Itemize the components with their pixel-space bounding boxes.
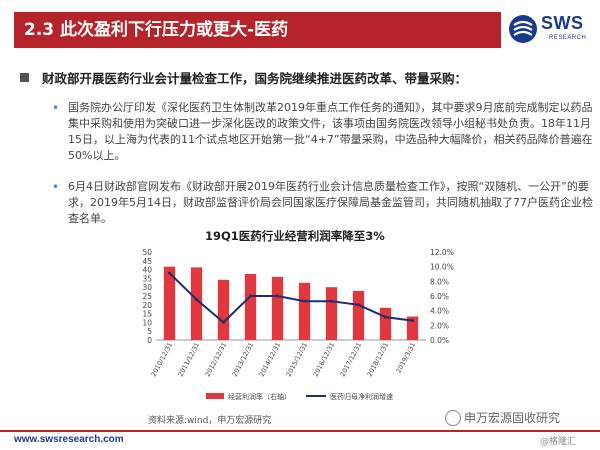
left-axis-tick-label: 0 (147, 336, 152, 345)
x-tick-label: 2017/12/31 (339, 341, 364, 378)
right-axis-tick-label: 0.0% (430, 336, 449, 345)
bullet-text: 6月4日财政部官网发布《财政部开展2019年医药行业会计信息质量检查工作》，按照… (68, 180, 593, 225)
bar (190, 267, 203, 340)
bullet-item: • 6月4日财政部官网发布《财政部开展2019年医药行业会计信息质量检查工作》，… (52, 179, 593, 227)
title-bar: 2.3 此次盈利下行压力或更大-医药 (14, 12, 501, 48)
footer-divider (0, 430, 600, 432)
left-axis-tick-label: 20 (142, 301, 152, 310)
left-axis-tick-label: 10 (142, 318, 152, 327)
x-tick-label: 2013/12/31 (231, 341, 256, 378)
line-series (168, 272, 413, 324)
bullet-item: • 国务院办公厅印发《深化医药卫生体制改革2019年重点工作任务的通知》，其中要… (52, 100, 593, 164)
legend-label: 经营利润率（右轴） (228, 392, 291, 401)
line-point (222, 320, 225, 324)
line-point (411, 319, 414, 323)
bar (217, 279, 230, 340)
x-tick-label: 2014/12/31 (258, 341, 283, 378)
footer-credit: @格隆汇 (540, 437, 577, 447)
bar (379, 307, 392, 340)
square-bullet-icon (20, 73, 29, 82)
left-axis-tick-label: 30 (142, 283, 152, 292)
right-axis-tick-label: 8.0% (430, 277, 449, 286)
bar (406, 316, 419, 340)
line-point (303, 299, 306, 303)
x-tick-label: 2015/12/31 (285, 341, 310, 378)
bullet-dot-icon: • (52, 101, 60, 115)
right-axis-tick-label: 12.0% (430, 248, 454, 257)
chart-title: 19Q1医药行业经营利润率降至3% (205, 229, 385, 243)
bullet-text: 国务院办公厅印发《深化医药卫生体制改革2019年重点工作任务的通知》，其中要求9… (68, 101, 593, 162)
sws-logo-icon (509, 15, 537, 43)
left-axis-tick-label: 15 (142, 310, 152, 319)
watermark-text: 申万宏源固收研究 (464, 411, 561, 425)
brand-name: SWS (541, 13, 584, 33)
watermark: 申万宏源固收研究 (445, 409, 560, 427)
legend-bar-swatch (206, 393, 224, 399)
bar (325, 287, 338, 340)
right-axis-tick-label: 6.0% (430, 292, 449, 301)
left-axis-tick-label: 45 (142, 257, 152, 266)
line-point (276, 294, 279, 298)
x-tick-label: 2018/12/31 (366, 341, 391, 378)
section-heading-text: 财政部开展医药行业会计量检查工作，国务院继续推进医药改革、带量采购： (42, 71, 468, 86)
line-point (357, 303, 360, 307)
source-note: 资料来源:wind，申万宏源研究 (148, 416, 272, 426)
x-tick-label: 2016/12/31 (312, 341, 337, 378)
line-point (384, 315, 387, 319)
page-title: 2.3 此次盈利下行压力或更大-医药 (24, 20, 289, 40)
x-tick-label: 2011/12/31 (177, 341, 202, 378)
x-tick-label: 2010/12/31 (150, 341, 175, 378)
left-axis-tick-label: 50 (142, 248, 152, 257)
x-tick-label: 2019/3/31 (395, 341, 418, 374)
left-axis-tick-label: 5 (147, 327, 152, 336)
sws-logo: SWS RESEARCH (508, 10, 592, 52)
section-heading: 财政部开展医药行业会计量检查工作，国务院继续推进医药改革、带量采购： (20, 68, 590, 88)
left-axis-tick-label: 35 (142, 274, 152, 283)
bar (271, 276, 284, 340)
right-axis-tick-label: 2.0% (430, 321, 449, 330)
wechat-icon (445, 409, 461, 426)
line-point (195, 298, 198, 302)
legend-label: 医药归母净利润增速 (330, 392, 393, 401)
footer-url-link[interactable]: www.swsresearch.com (14, 434, 124, 445)
bullet-dot-icon: • (52, 180, 60, 194)
brand-sub: RESEARCH (549, 35, 587, 41)
bar (244, 274, 257, 340)
bar (298, 282, 311, 340)
line-point (168, 271, 171, 275)
x-tick-label: 2012/12/31 (204, 341, 229, 378)
right-axis-tick-label: 4.0% (430, 307, 449, 316)
line-point (249, 294, 252, 298)
right-axis-tick-label: 10.0% (430, 263, 454, 272)
left-axis-tick-label: 40 (142, 266, 152, 275)
bar (352, 290, 365, 340)
left-axis-tick-label: 25 (142, 292, 152, 301)
bar (163, 266, 176, 340)
line-point (330, 299, 333, 303)
